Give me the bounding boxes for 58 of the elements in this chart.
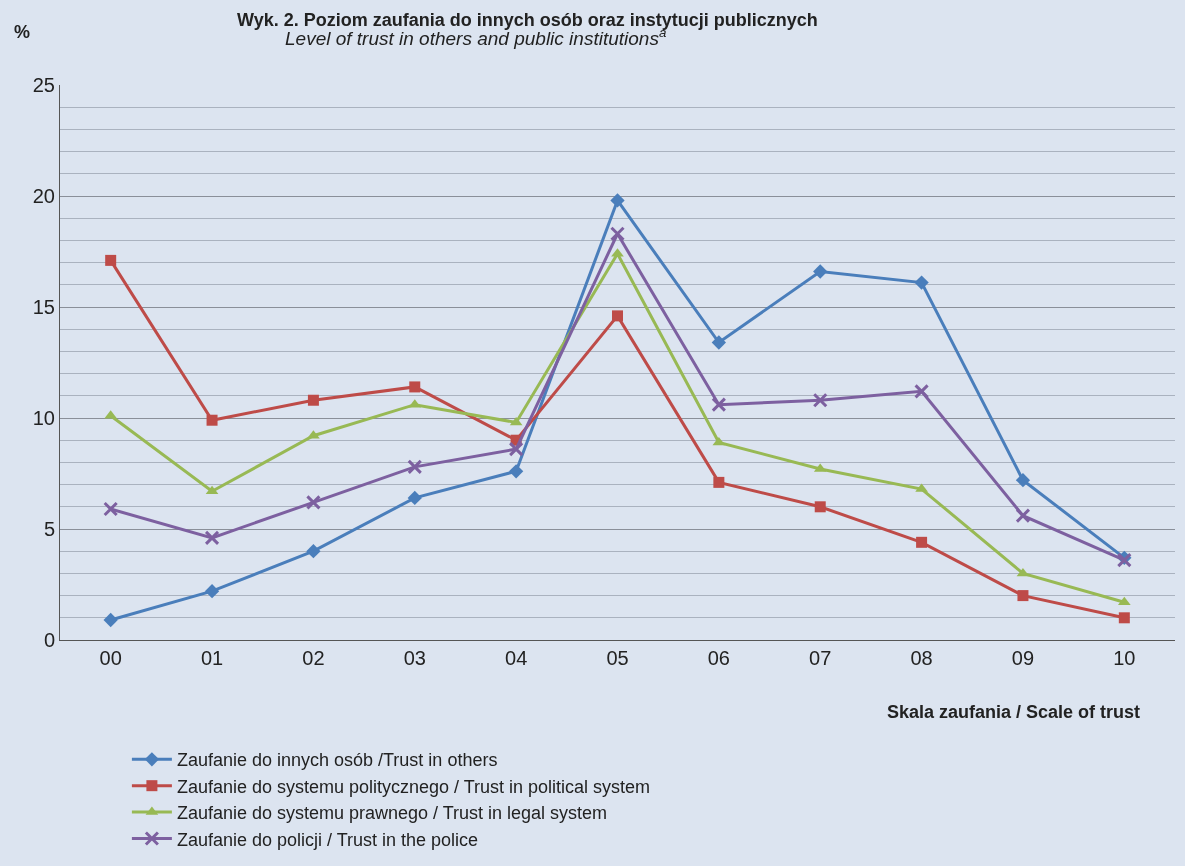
x-tick-label: 09 (1011, 647, 1035, 669)
legend-label: Zaufanie do innych osób /Trust in others (176, 750, 498, 771)
x-axis-title: Skala zaufania / Scale of trust (887, 702, 1141, 722)
y-tick-label: 5 (43, 518, 55, 540)
point (914, 275, 929, 290)
x-tick-label: 02 (302, 647, 325, 669)
point (508, 464, 524, 479)
point (711, 335, 727, 350)
legend-label: Zaufanie do systemu politycznego / Trust in political system (176, 776, 651, 797)
point (204, 530, 220, 546)
point (814, 501, 826, 513)
point (105, 254, 117, 266)
point (205, 485, 219, 495)
point (1118, 612, 1130, 624)
point (508, 441, 524, 457)
legend-label: Zaufanie do policji / Trust in the police (176, 829, 479, 850)
legend-label: Zaufanie do systemu prawnego / Trust in legal system (176, 803, 608, 824)
point (1017, 590, 1029, 602)
point (1015, 473, 1031, 488)
point (712, 436, 726, 446)
point (409, 381, 421, 393)
point (1016, 567, 1030, 577)
point (916, 536, 928, 548)
y-tick-label: 20 (32, 185, 55, 207)
point (812, 392, 828, 408)
point (610, 193, 625, 208)
point (813, 264, 828, 279)
x-tick-label: 08 (910, 647, 933, 669)
point (206, 414, 218, 426)
x-tick-label: 00 (99, 647, 122, 669)
x-tick-label: 03 (403, 647, 426, 669)
point (407, 459, 423, 475)
x-tick-label: 05 (606, 647, 629, 669)
x-tick-label: 01 (200, 647, 224, 669)
point (103, 612, 118, 628)
point (307, 394, 319, 406)
y-tick-label: 10 (32, 407, 55, 429)
y-tick-label: 0 (43, 629, 55, 651)
point (509, 416, 523, 426)
point (305, 494, 321, 510)
point (711, 397, 727, 413)
x-tick-label: 07 (809, 647, 832, 669)
point (1015, 508, 1031, 524)
y-tick-label: 15 (32, 296, 55, 318)
point (306, 544, 321, 559)
point (1117, 596, 1131, 606)
point (914, 383, 930, 399)
point (204, 584, 220, 599)
point (407, 490, 422, 506)
x-tick-label: 10 (1113, 647, 1136, 669)
point (612, 310, 623, 322)
point (610, 226, 625, 242)
y-axis-title: % (14, 22, 31, 42)
point (713, 476, 725, 488)
x-tick-label: 04 (505, 647, 528, 669)
y-tick-label: 25 (32, 74, 55, 96)
point (103, 501, 119, 517)
x-tick-label: 06 (707, 647, 730, 669)
